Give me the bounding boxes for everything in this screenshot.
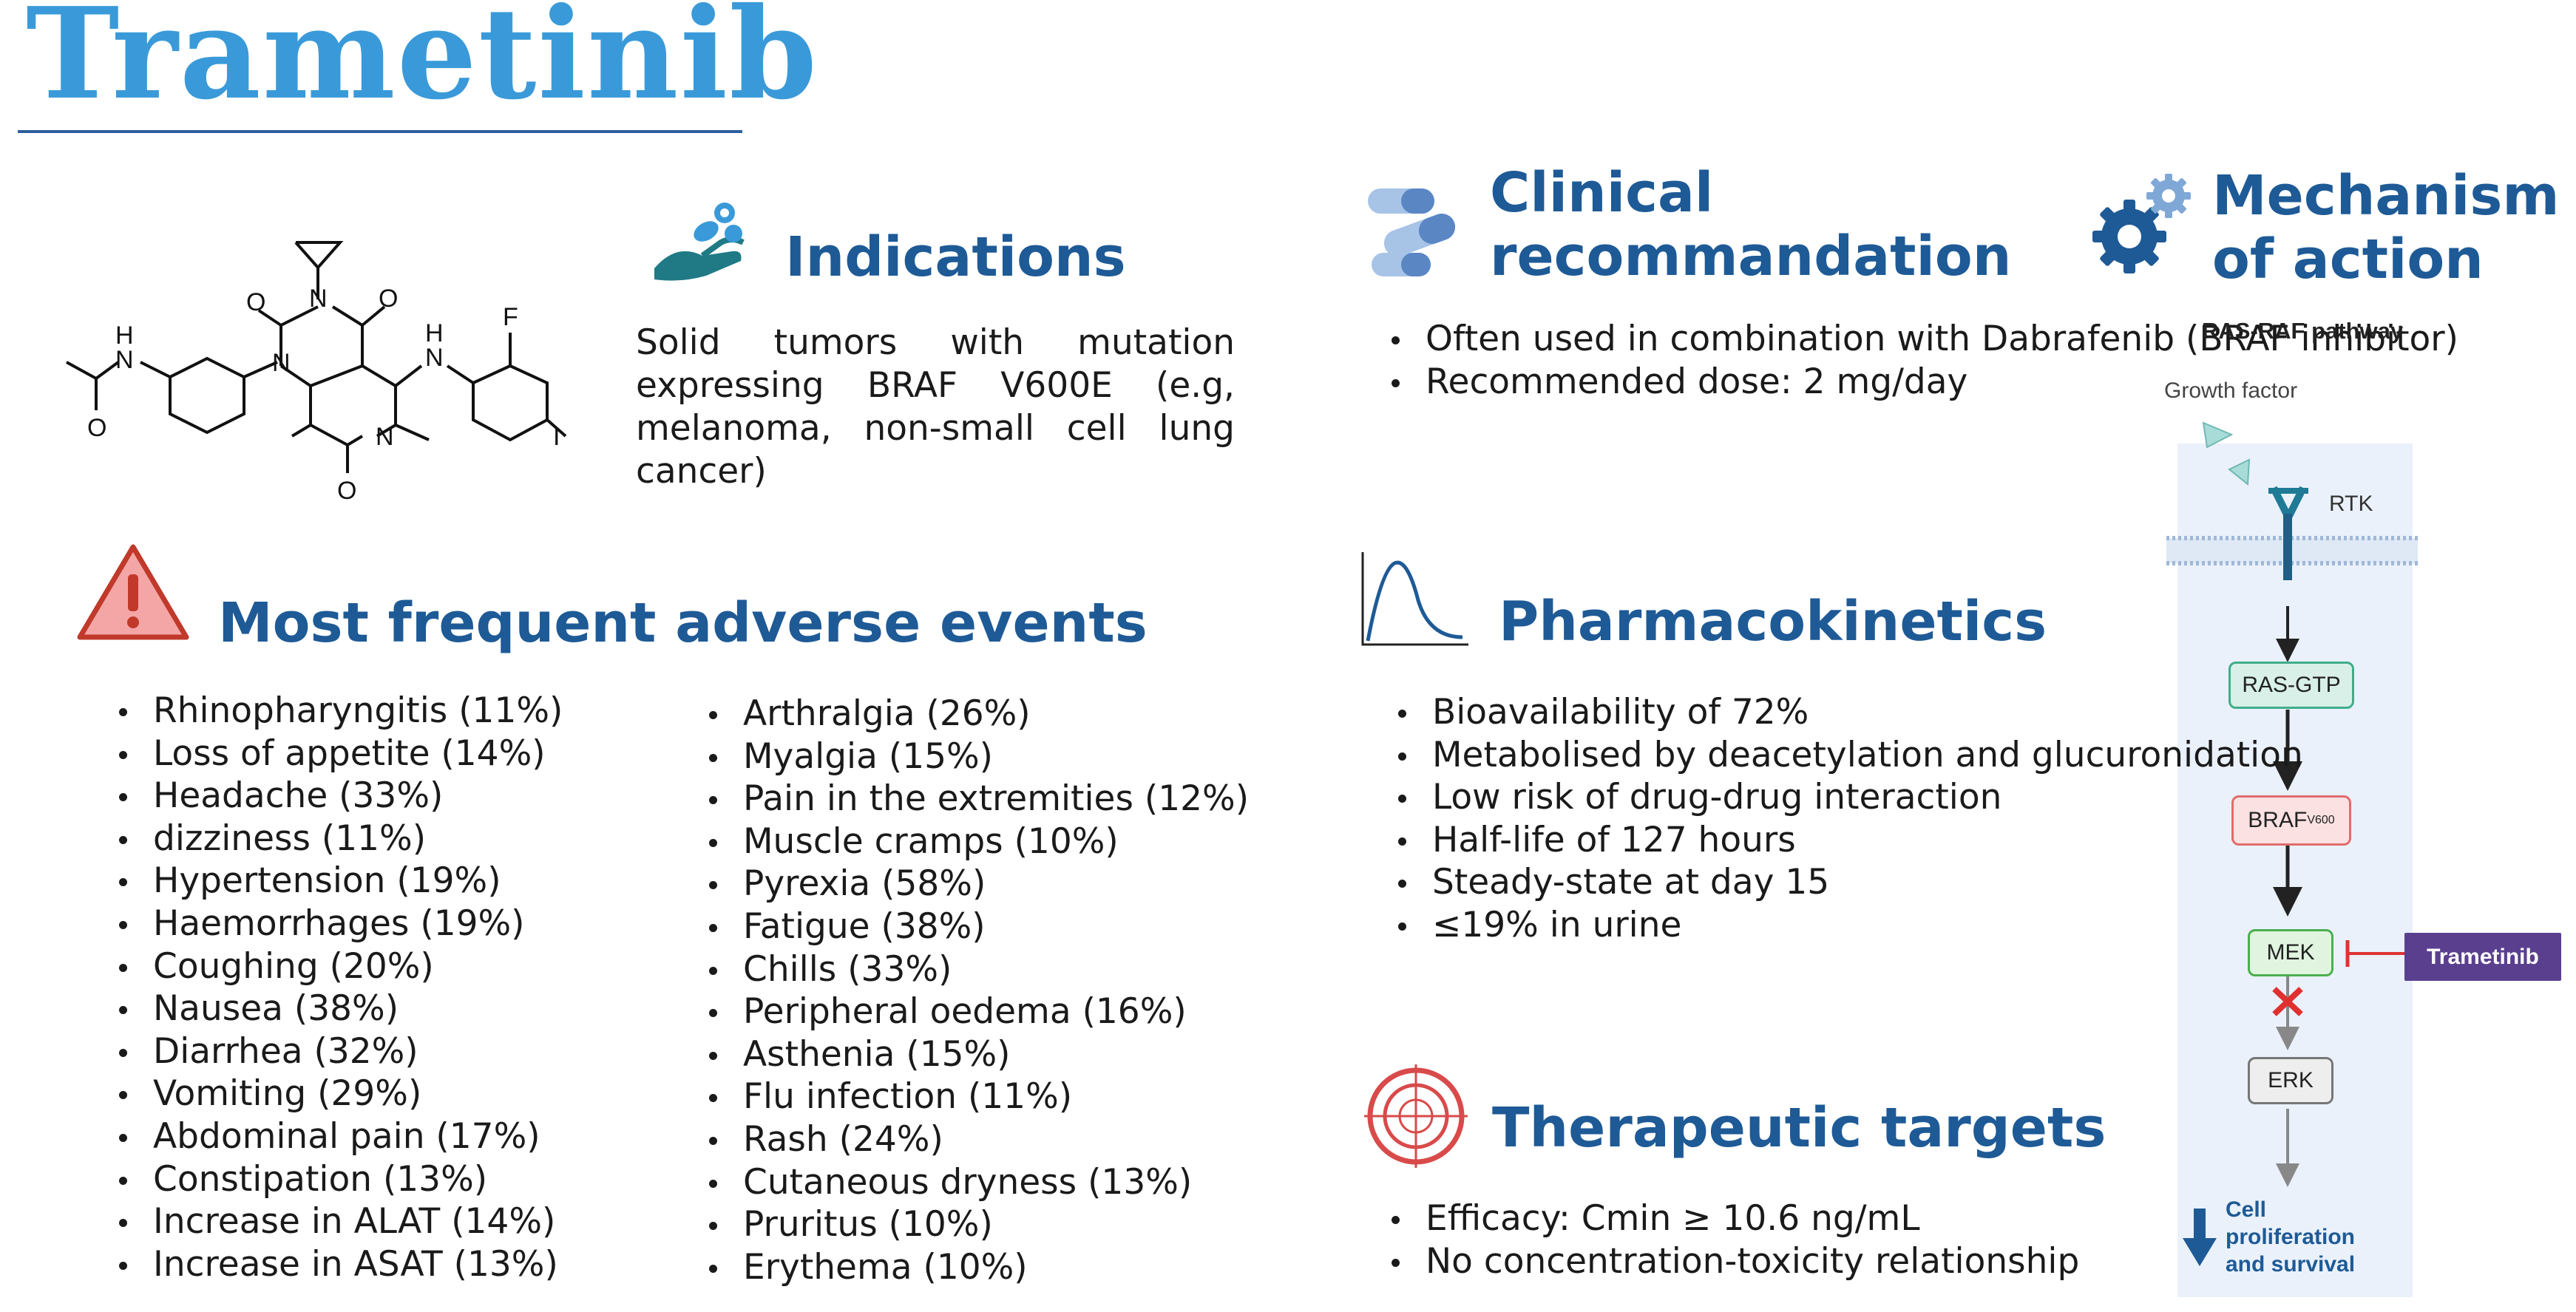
svg-text:F: F	[503, 303, 518, 331]
therapeutic-targets-list: Efficacy: Cmin ≥ 10.6 ng/mL No concentra…	[1381, 1197, 2079, 1283]
list-item: Erythema (10%)	[699, 1246, 1290, 1289]
svg-text:H: H	[115, 322, 134, 350]
list-item: Vomiting (29%)	[109, 1073, 626, 1115]
list-item: Efficacy: Cmin ≥ 10.6 ng/mL	[1381, 1197, 2047, 1240]
indications-text: Solid tumors with mutation expressing BR…	[636, 322, 1235, 492]
indications-heading: Indications	[785, 225, 1126, 289]
outcome-line2: proliferation	[2226, 1225, 2356, 1249]
list-item: Flu infection (11%)	[699, 1075, 1290, 1118]
list-item: Half-life of 127 hours	[1388, 819, 2038, 862]
rtk-label: RTK	[2329, 492, 2373, 516]
braf-node: BRAF V600	[2231, 795, 2351, 846]
trametinib-inhibitor-label: Trametinib	[2404, 933, 2561, 981]
mek-node: MEK	[2248, 929, 2333, 976]
list-item: ≤19% in urine	[1388, 904, 2038, 947]
adverse-events-heading: Most frequent adverse events	[218, 591, 1148, 655]
growth-factor-label: Growth factor	[2164, 378, 2298, 403]
pathway-arrows	[2272, 606, 2303, 1187]
list-item: Loss of appetite (14%)	[109, 733, 626, 775]
mechanism-heading: Mechanism of action	[2212, 164, 2560, 291]
list-item: Bioavailability of 72%	[1388, 691, 2038, 734]
hand-pills-icon	[654, 203, 745, 281]
list-item: Increase in ASAT (13%)	[109, 1243, 626, 1286]
pharmacokinetics-list: Bioavailability of 72% Metabolised by de…	[1388, 691, 2303, 947]
svg-text:O: O	[379, 285, 398, 313]
list-item: Rash (24%)	[699, 1118, 1290, 1161]
title-underline	[18, 130, 742, 133]
capsules-icon	[1368, 188, 1456, 276]
list-item: Low risk of drug-drug interaction	[1388, 776, 2038, 819]
list-item: Hypertension (19%)	[109, 860, 626, 903]
svg-text:H: H	[425, 319, 444, 347]
adverse-events-list-1: Rhinopharyngitis (11%) Loss of appetite …	[109, 690, 626, 1285]
pharmacokinetics-heading: Pharmacokinetics	[1499, 590, 2047, 653]
list-item: Recommended dose: 2 mg/day	[1381, 361, 2017, 404]
list-item: dizziness (11%)	[109, 818, 626, 860]
warning-icon	[77, 544, 189, 640]
list-item: Diarrhea (32%)	[109, 1030, 626, 1073]
clinical-heading: Clinical recommandation	[1490, 161, 2011, 288]
list-item: Metabolised by deacetylation and glucuro…	[1388, 734, 2303, 777]
pathway-title: RAS-RAF pathway	[2202, 318, 2404, 344]
svg-text:N: N	[309, 285, 328, 313]
svg-text:N: N	[376, 423, 394, 451]
svg-text:N: N	[425, 344, 444, 372]
clinical-list: Often used in combination with Dabrafeni…	[1381, 318, 2458, 404]
braf-label: BRAF	[2248, 808, 2308, 832]
erk-node: ERK	[2248, 1057, 2333, 1104]
page-title: Trametinib	[26, 0, 819, 128]
membrane-receptor-diagram	[2166, 421, 2418, 580]
mechanism-heading-line1: Mechanism	[2212, 164, 2560, 228]
list-item: Peripheral oedema (16%)	[699, 990, 1290, 1033]
clinical-heading-line2: recommandation	[1490, 225, 2012, 288]
outcome-arrow-icon	[2183, 1209, 2217, 1266]
braf-mutation-label: V600	[2307, 814, 2335, 826]
mechanism-heading-line2: of action	[2212, 228, 2484, 291]
list-item: Haemorrhages (19%)	[109, 903, 626, 945]
list-item: Chills (33%)	[699, 948, 1290, 991]
list-item: Muscle cramps (10%)	[699, 820, 1290, 863]
target-icon	[1364, 1064, 1468, 1168]
list-item: Often used in combination with Dabrafeni…	[1381, 318, 2458, 361]
ras-gtp-node: RAS-GTP	[2228, 662, 2354, 709]
list-item: Rhinopharyngitis (11%)	[109, 690, 626, 733]
outcome-line1: Cell	[2226, 1197, 2267, 1222]
list-item: Steady-state at day 15	[1388, 861, 2038, 904]
list-item: Coughing (20%)	[109, 945, 626, 988]
list-item: Pain in the extremities (12%)	[699, 778, 1290, 820]
list-item: Asthenia (15%)	[699, 1033, 1290, 1076]
outcome-text: Cell proliferation and survival	[2226, 1196, 2355, 1278]
adverse-events-list-2: Arthralgia (26%) Myalgia (15%) Pain in t…	[699, 693, 1290, 1288]
pk-curve-icon	[1361, 552, 1468, 646]
outcome-line3: and survival	[2226, 1252, 2356, 1277]
svg-text:O: O	[337, 477, 356, 505]
svg-text:I: I	[553, 423, 560, 451]
gears-icon	[2092, 174, 2191, 273]
list-item: Constipation (13%)	[109, 1158, 626, 1201]
list-item: Abdominal pain (17%)	[109, 1115, 626, 1158]
therapeutic-targets-heading: Therapeutic targets	[1492, 1096, 2106, 1160]
clinical-heading-line1: Clinical	[1490, 161, 1714, 225]
list-item: Nausea (38%)	[109, 988, 626, 1030]
inhibition-symbol	[2345, 940, 2407, 967]
list-item: Increase in ALAT (14%)	[109, 1200, 626, 1243]
svg-text:O: O	[87, 414, 106, 442]
list-item: Headache (33%)	[109, 775, 626, 818]
trametinib-structure-image: N O O N N H O N O N H F I	[66, 241, 567, 505]
list-item: No concentration-toxicity relationship	[1381, 1240, 2079, 1283]
list-item: Fatigue (38%)	[699, 905, 1290, 948]
list-item: Pyrexia (58%)	[699, 863, 1290, 905]
pathway-panel	[2177, 443, 2413, 1297]
svg-text:O: O	[246, 288, 265, 316]
svg-text:N: N	[272, 349, 291, 377]
list-item: Arthralgia (26%)	[699, 693, 1290, 735]
svg-text:N: N	[115, 346, 134, 374]
list-item: Cutaneous dryness (13%)	[699, 1161, 1290, 1204]
list-item: Pruritus (10%)	[699, 1203, 1290, 1246]
list-item: Myalgia (15%)	[699, 735, 1290, 778]
